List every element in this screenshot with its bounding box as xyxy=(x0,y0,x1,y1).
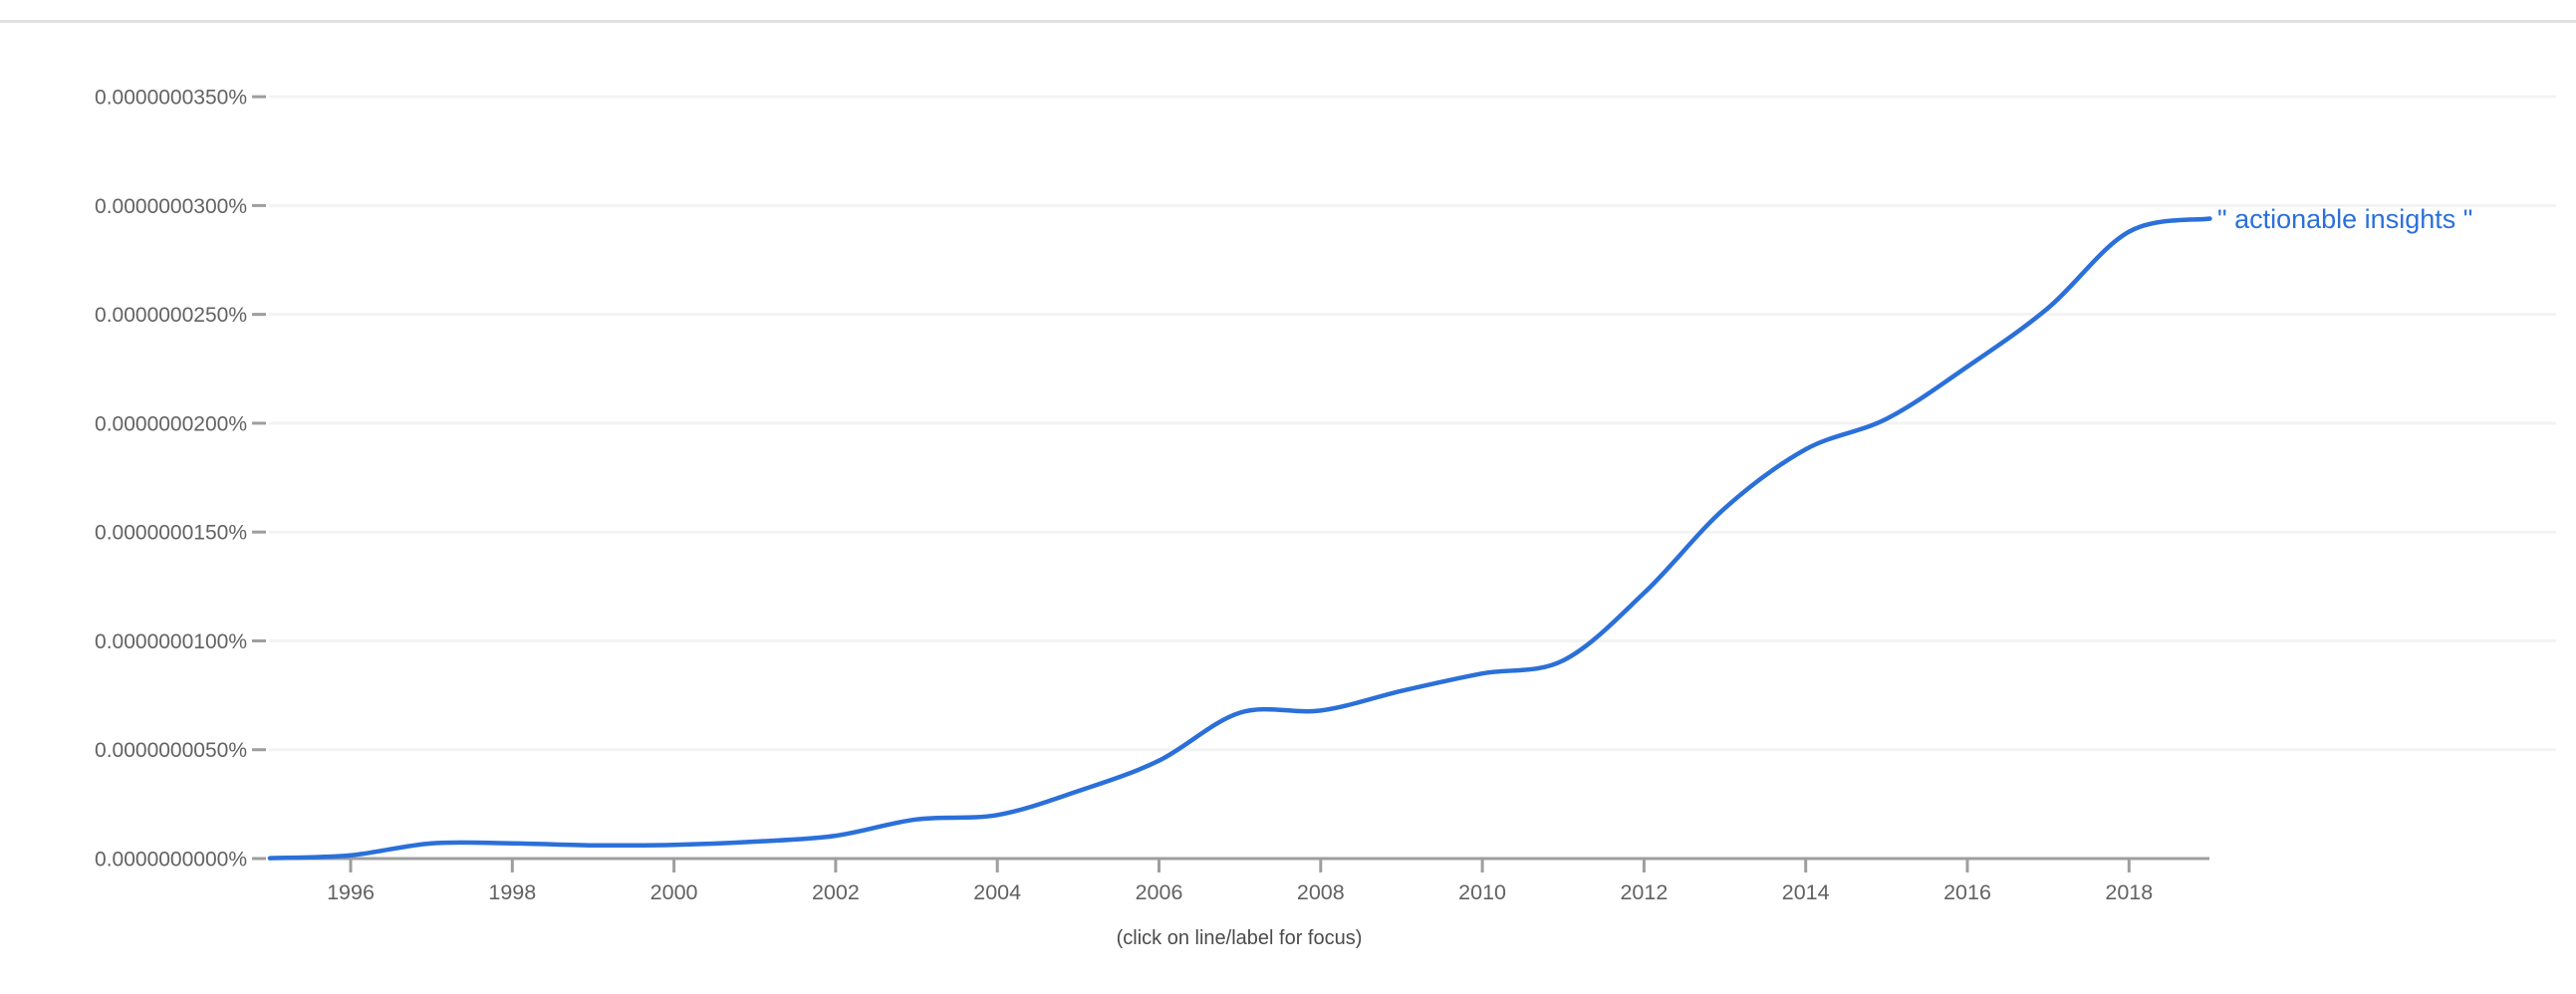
x-axis-tick-label: 2006 xyxy=(1136,880,1183,904)
x-axis-tick-label: 2008 xyxy=(1297,880,1345,904)
x-axis-tick-label: 2012 xyxy=(1620,880,1668,904)
x-axis-tick-label: 1998 xyxy=(488,880,536,904)
y-axis-tick-label: 0.0000000050% xyxy=(95,739,247,762)
x-axis-tick-label: 2000 xyxy=(650,880,698,904)
y-axis-tick-label: 0.0000000300% xyxy=(95,195,247,218)
series-line[interactable] xyxy=(267,216,2212,861)
y-axis-tick-label: 0.0000000100% xyxy=(95,630,247,653)
x-axis-tick-label: 2014 xyxy=(1782,880,1830,904)
y-axis-tick-label: 0.0000000350% xyxy=(95,87,247,110)
top-divider xyxy=(0,20,2576,23)
x-axis-tick-label: 2010 xyxy=(1458,880,1506,904)
x-axis-tick-label: 2018 xyxy=(2105,880,2153,904)
chart-caption: (click on line/label for focus) xyxy=(1116,927,1363,949)
x-axis-tick-label: 2004 xyxy=(973,880,1021,904)
x-axis-tick-label: 1996 xyxy=(327,880,375,904)
y-axis-tick-label: 0.0000000150% xyxy=(95,522,247,545)
y-axis-tick-label: 0.0000000200% xyxy=(95,412,247,435)
y-axis-tick-label: 0.0000000000% xyxy=(95,849,247,871)
y-axis-tick-label: 0.0000000250% xyxy=(95,304,247,327)
series-label[interactable]: " actionable insights " xyxy=(2217,204,2473,234)
x-axis-tick-label: 2016 xyxy=(1943,880,1991,904)
x-axis-tick-label: 2002 xyxy=(812,880,860,904)
